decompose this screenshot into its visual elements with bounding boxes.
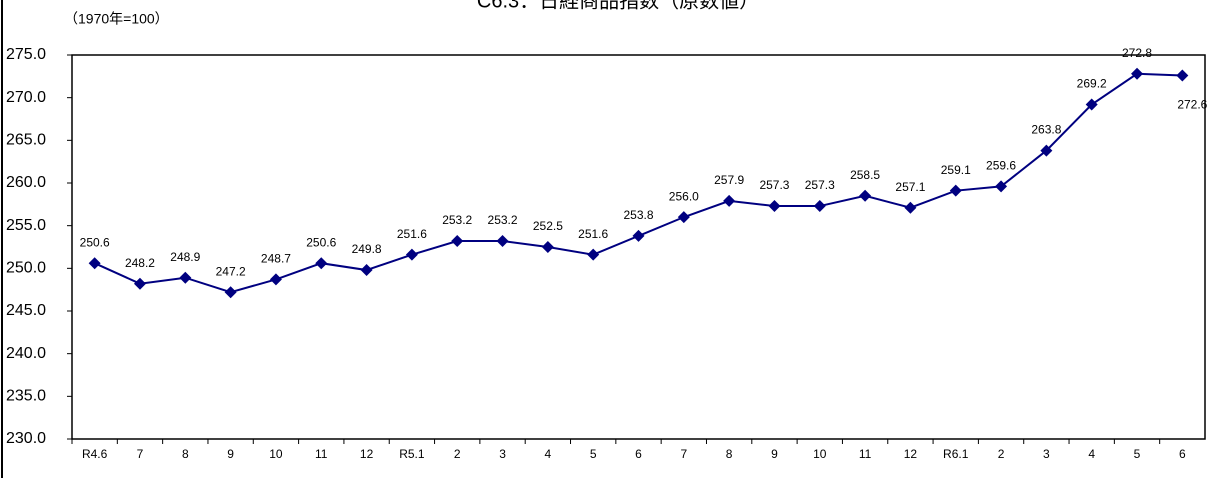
point-marker (1176, 69, 1189, 82)
x-tick-label: 9 (771, 447, 778, 461)
x-tick-label: 10 (813, 447, 827, 461)
data-label: 263.8 (1031, 123, 1061, 137)
point-marker (949, 184, 962, 197)
data-label: 269.2 (1077, 77, 1107, 91)
point-marker (360, 264, 373, 277)
plot-area (71, 54, 1206, 440)
point-marker (315, 257, 328, 270)
point-marker (768, 200, 781, 213)
x-tick-label: 3 (499, 447, 506, 461)
x-tick-label: 11 (859, 447, 872, 461)
data-label: 253.8 (623, 208, 653, 222)
data-label: 251.6 (578, 227, 608, 241)
point-marker (496, 235, 509, 248)
data-label: 247.2 (216, 264, 246, 278)
chart-subtitle: （1970年=100） (64, 11, 169, 27)
point-marker (88, 257, 101, 270)
y-tick-label: 250.0 (6, 260, 46, 277)
point-marker (632, 229, 645, 242)
point-marker (1085, 98, 1098, 111)
point-marker (677, 211, 690, 224)
data-label: 252.5 (533, 219, 563, 233)
x-tick-label: 4 (545, 447, 552, 461)
data-label: 250.6 (80, 235, 110, 249)
data-label: 253.2 (488, 213, 518, 227)
y-tick-label: 245.0 (6, 302, 46, 319)
data-label: 257.3 (805, 178, 835, 192)
point-marker (179, 271, 192, 284)
y-tick-label: 275.0 (6, 46, 46, 63)
point-marker (587, 248, 600, 261)
point-marker (405, 248, 418, 261)
x-tick-label: R4.6 (82, 447, 108, 461)
x-tick-label: 7 (680, 447, 687, 461)
point-marker (269, 273, 282, 286)
data-label: 248.9 (170, 250, 200, 264)
y-tick-label: 265.0 (6, 132, 46, 149)
point-marker (859, 189, 872, 202)
y-tick-label: 235.0 (6, 388, 46, 405)
x-tick-label: 5 (1134, 447, 1141, 461)
point-marker (1040, 144, 1053, 157)
data-label: 258.5 (850, 168, 880, 182)
x-tick-label: R6.1 (943, 447, 969, 461)
x-tick-label: 9 (227, 447, 234, 461)
series-line (94, 72, 1183, 294)
x-tick-label: 12 (360, 447, 374, 461)
x-tick-label: 5 (590, 447, 597, 461)
point-marker (541, 241, 554, 253)
x-tick-label: 4 (1088, 447, 1095, 461)
x-tick-label: 8 (726, 447, 733, 461)
y-tick-label: 240.0 (6, 345, 46, 362)
point-marker (904, 201, 917, 214)
data-label: 248.2 (125, 256, 155, 270)
y-tick-label: 260.0 (6, 174, 46, 191)
point-marker (813, 200, 826, 213)
data-label: 259.6 (986, 159, 1016, 173)
x-tick-label: 6 (1179, 447, 1186, 461)
data-label: 257.1 (895, 180, 925, 194)
y-tick-label: 270.0 (6, 89, 46, 106)
y-tick-label: 255.0 (6, 217, 46, 234)
x-tick-label: 10 (269, 447, 283, 461)
chart-title: C6.3：日経商品指数（原数値） (477, 0, 759, 12)
x-tick-label: 8 (182, 447, 189, 461)
data-label: 259.1 (941, 163, 971, 177)
data-label: 250.6 (306, 235, 336, 249)
data-label: 249.8 (352, 242, 382, 256)
point-marker (451, 235, 464, 248)
x-tick-label: 11 (315, 447, 328, 461)
data-label: 253.2 (442, 213, 472, 227)
data-label: 257.9 (714, 173, 744, 187)
data-label: 248.7 (261, 252, 291, 266)
y-tick-label: 230.0 (6, 430, 46, 447)
point-marker (995, 180, 1008, 193)
data-label: 256.0 (669, 189, 699, 203)
x-tick-label: 3 (1043, 447, 1050, 461)
point-marker (224, 286, 237, 299)
x-tick-label: 12 (904, 447, 918, 461)
x-tick-label: R5.1 (399, 447, 425, 461)
x-tick-label: 2 (998, 447, 1005, 461)
data-label: 257.3 (759, 178, 789, 192)
point-marker (1131, 67, 1144, 80)
x-tick-label: 7 (137, 447, 144, 461)
point-marker (723, 194, 736, 207)
x-tick-label: 6 (635, 447, 642, 461)
data-label: 272.8 (1122, 46, 1152, 60)
point-marker (133, 277, 146, 290)
x-tick-label: 2 (454, 447, 461, 461)
data-label: 251.6 (397, 227, 427, 241)
data-label: 272.6 (1177, 98, 1207, 112)
